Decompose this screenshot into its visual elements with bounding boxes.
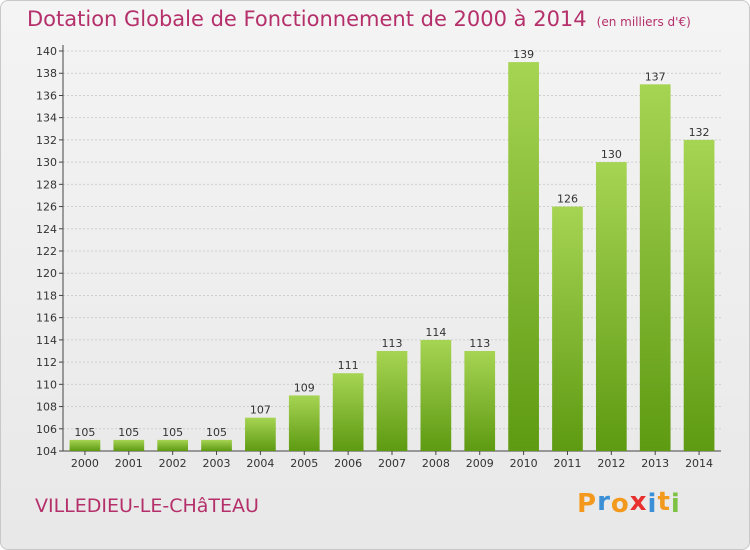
y-tick-label: 104 <box>36 445 57 458</box>
x-tick-label: 2009 <box>466 457 494 470</box>
bar-2006[interactable] <box>332 373 364 451</box>
chart-unit: (en milliers d'€) <box>596 15 691 29</box>
y-tick-label: 112 <box>36 356 57 369</box>
value-label-2009: 113 <box>469 337 490 350</box>
value-label-2011: 126 <box>557 193 578 206</box>
y-tick-label: 136 <box>36 89 57 102</box>
bar-2004[interactable] <box>245 417 276 451</box>
x-tick-label: 2006 <box>334 457 362 470</box>
logo-letter: P <box>577 489 598 519</box>
value-label-2004: 107 <box>250 404 271 417</box>
value-label-2014: 132 <box>689 126 710 139</box>
logo-letter: x <box>629 487 648 517</box>
y-tick-label: 140 <box>36 45 57 58</box>
bar-2007[interactable] <box>376 351 408 451</box>
y-tick-label: 114 <box>36 334 57 347</box>
y-tick-label: 128 <box>36 178 57 191</box>
x-tick-label: 2003 <box>203 457 231 470</box>
value-label-2010: 139 <box>513 48 534 61</box>
x-tick-label: 2001 <box>115 457 143 470</box>
bar-2010[interactable] <box>508 62 539 451</box>
proxiti-logo[interactable]: Proxiti <box>577 487 681 519</box>
value-label-2012: 130 <box>601 148 622 161</box>
y-tick-label: 116 <box>36 312 57 325</box>
x-tick-label: 2014 <box>685 457 713 470</box>
x-tick-label: 2007 <box>378 457 406 470</box>
y-tick-label: 122 <box>36 245 57 258</box>
logo-letter: o <box>610 489 630 519</box>
y-tick-label: 118 <box>36 289 57 302</box>
bar-2009[interactable] <box>464 351 496 451</box>
x-tick-label: 2005 <box>290 457 318 470</box>
y-tick-label: 124 <box>36 223 57 236</box>
logo-letter: i <box>647 489 658 519</box>
y-tick-label: 120 <box>36 267 57 280</box>
value-label-2003: 105 <box>206 426 227 439</box>
y-tick-label: 110 <box>36 378 57 391</box>
bar-2014[interactable] <box>683 139 715 451</box>
chart-title: Dotation Globale de Fonctionnement de 20… <box>27 7 691 31</box>
bar-2013[interactable] <box>639 84 671 451</box>
bar-2003[interactable] <box>201 439 232 451</box>
bar-2002[interactable] <box>157 439 189 451</box>
y-tick-label: 126 <box>36 201 57 214</box>
location-name: VILLEDIEU-LE-CHâTEAU <box>35 495 259 517</box>
y-tick-label: 130 <box>36 156 57 169</box>
x-tick-label: 2008 <box>422 457 450 470</box>
bar-2011[interactable] <box>552 206 583 451</box>
x-tick-label: 2011 <box>553 457 581 470</box>
bar-2008[interactable] <box>420 339 452 451</box>
logo-letter: t <box>657 487 671 517</box>
bar-2000[interactable] <box>69 439 101 451</box>
value-label-2007: 113 <box>382 337 403 350</box>
x-tick-label: 2004 <box>246 457 274 470</box>
x-tick-label: 2000 <box>71 457 99 470</box>
value-label-2013: 137 <box>645 70 666 83</box>
value-label-2005: 109 <box>294 381 315 394</box>
x-tick-label: 2010 <box>510 457 538 470</box>
y-tick-label: 132 <box>36 134 57 147</box>
value-label-2001: 105 <box>118 426 139 439</box>
logo-letter: i <box>670 489 681 519</box>
bar-2001[interactable] <box>113 439 145 451</box>
logo-letter: r <box>597 487 611 517</box>
x-tick-label: 2013 <box>641 457 669 470</box>
chart-title-text: Dotation Globale de Fonctionnement de 20… <box>27 7 587 31</box>
y-tick-label: 134 <box>36 112 57 125</box>
y-tick-label: 108 <box>36 401 57 414</box>
x-tick-label: 2012 <box>597 457 625 470</box>
bar-2005[interactable] <box>288 395 320 451</box>
y-tick-label: 138 <box>36 67 57 80</box>
value-label-2008: 114 <box>425 326 446 339</box>
value-label-2000: 105 <box>74 426 95 439</box>
y-tick-label: 106 <box>36 423 57 436</box>
bar-2012[interactable] <box>595 162 627 451</box>
x-tick-label: 2002 <box>159 457 187 470</box>
value-label-2006: 111 <box>338 359 359 372</box>
value-label-2002: 105 <box>162 426 183 439</box>
